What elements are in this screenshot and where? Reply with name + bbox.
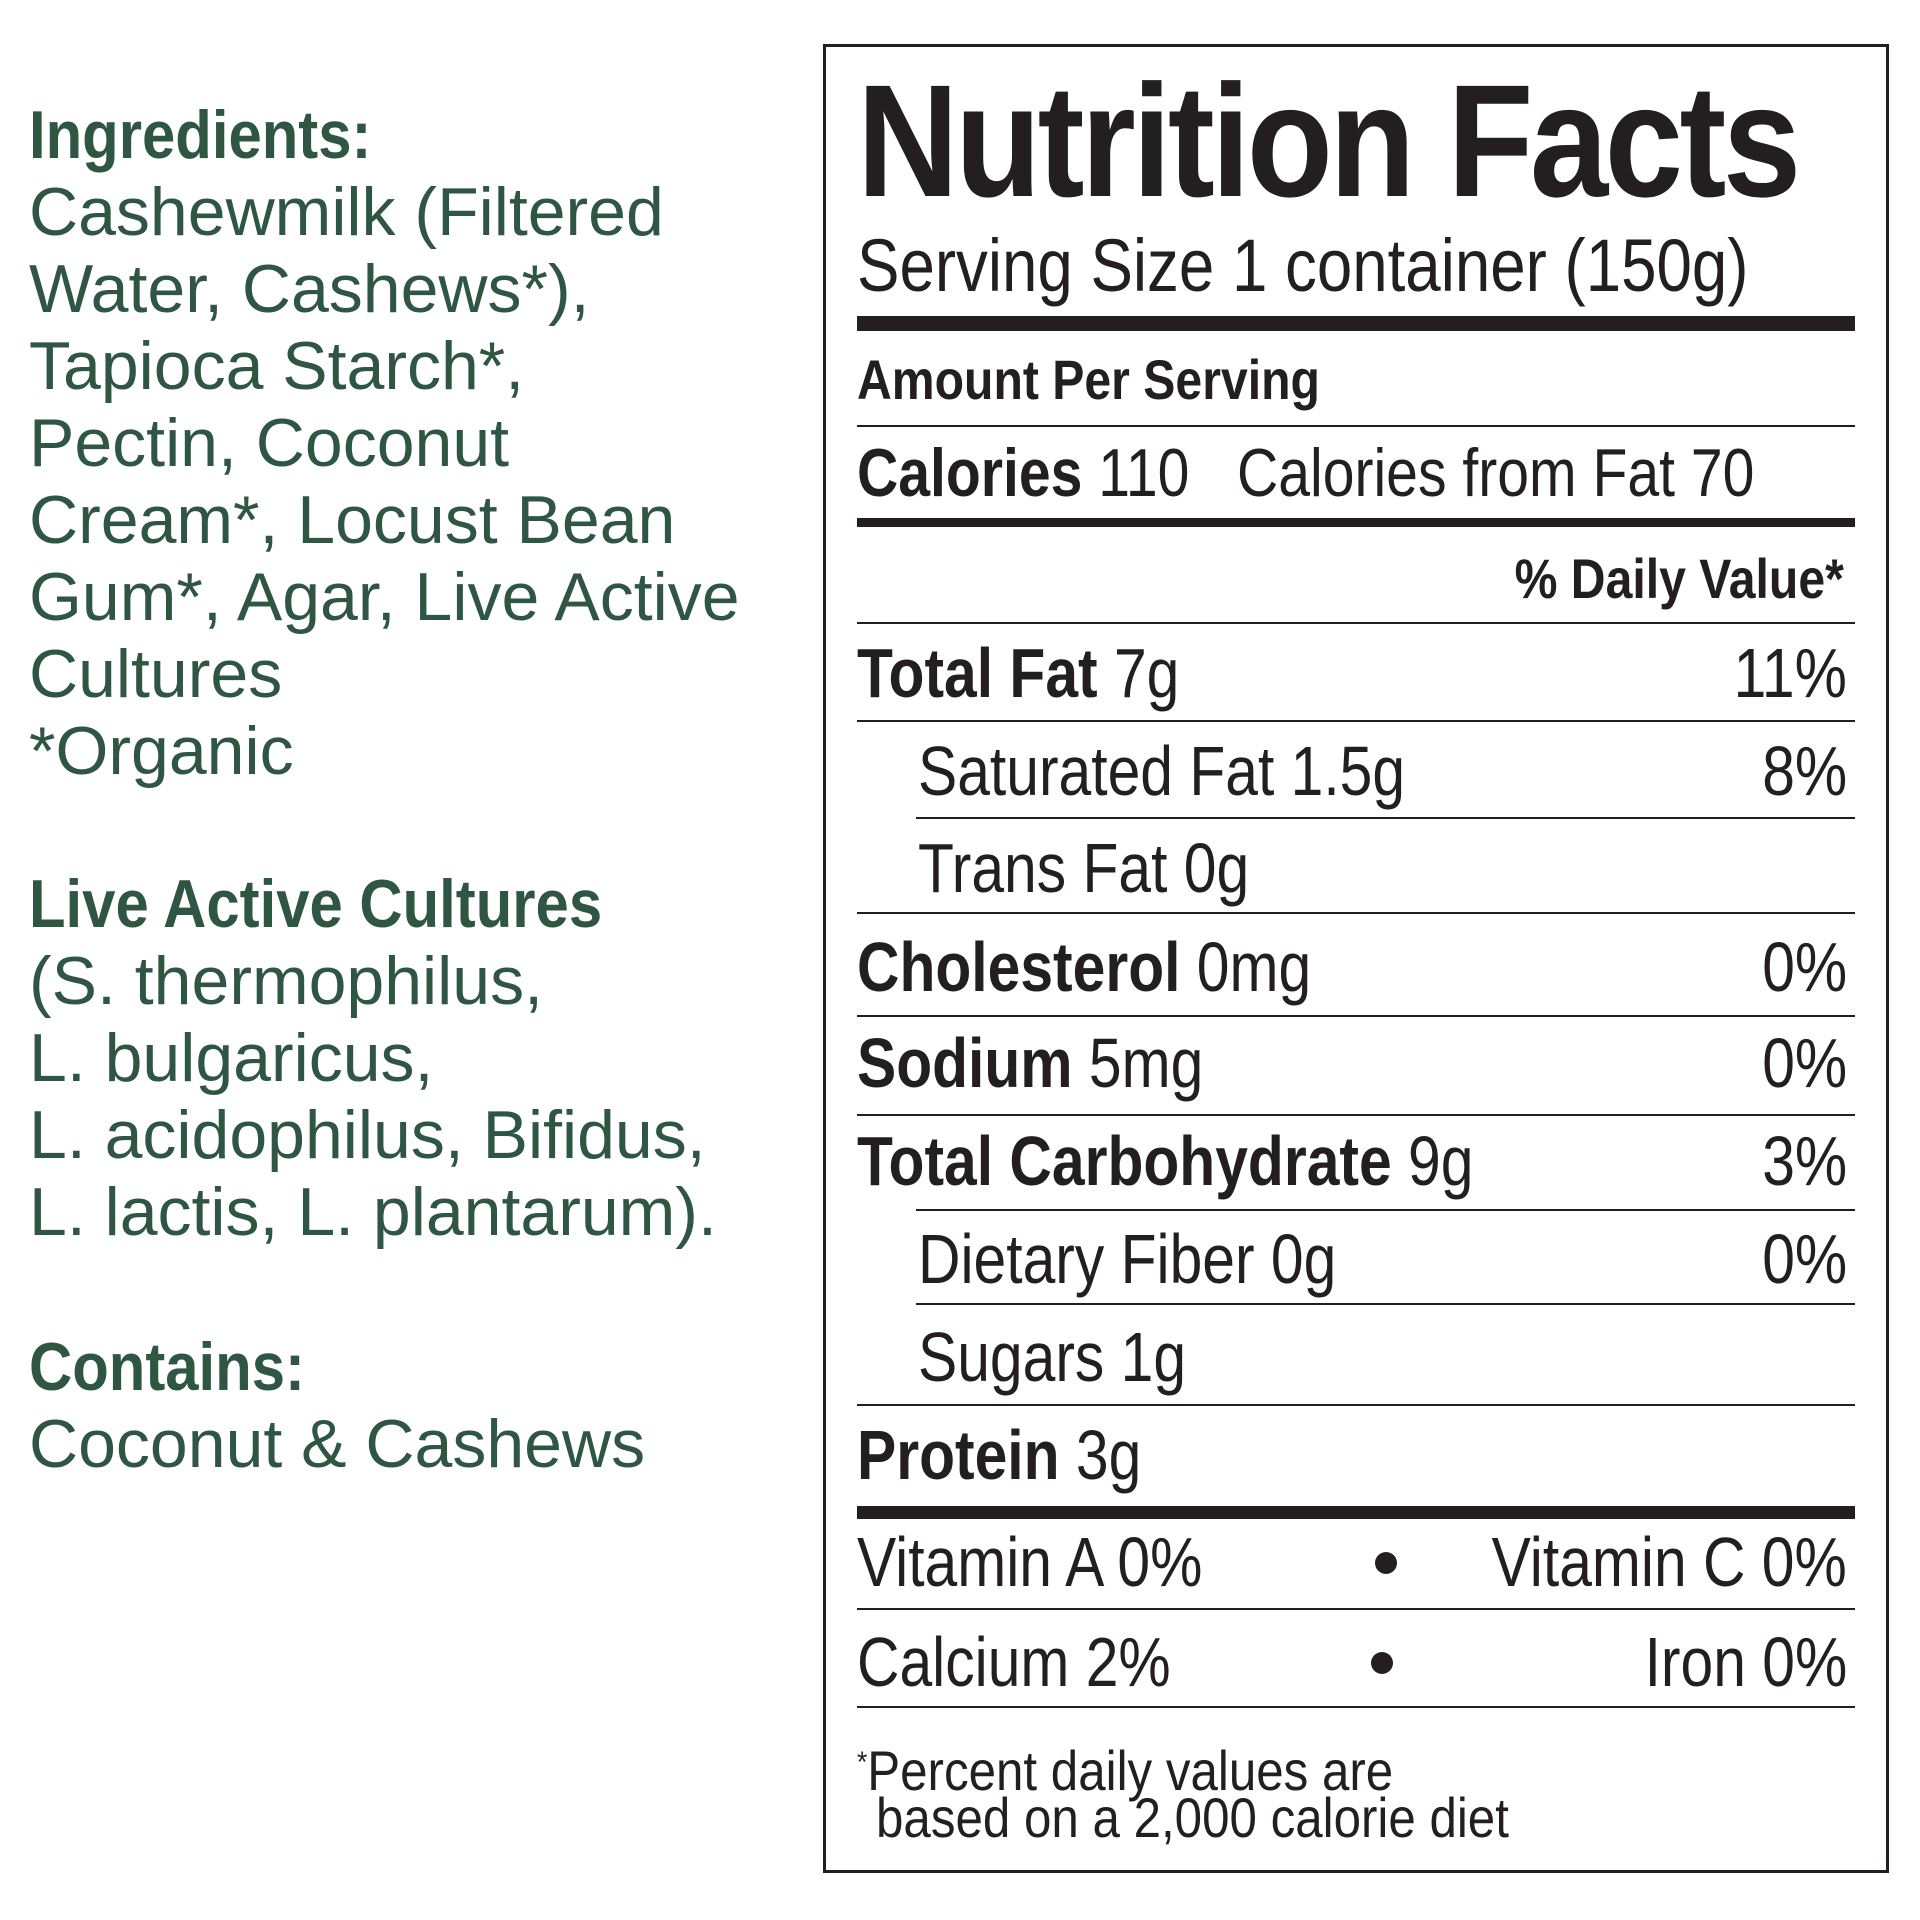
nutrient-row-total-fat: Total Fat 7g 11% (857, 634, 1847, 712)
nutrient-dv: 8% (1762, 732, 1847, 810)
calories-row: Calories 110 Calories from Fat 70 (857, 435, 1754, 511)
footnote-text: Percent daily values are (867, 1739, 1394, 1802)
divider (916, 1303, 1855, 1305)
cultures-line: L. lactis, L. plantarum). (29, 1174, 717, 1250)
ingredients-section: Ingredients: Cashewmilk (Filtered Water,… (29, 97, 740, 790)
nutrient-row-sugars: Sugars 1g (918, 1318, 1847, 1396)
nutrient-row-trans-fat: Trans Fat 0g (918, 829, 1847, 907)
ingredients-line: Cashewmilk (Filtered (29, 174, 664, 250)
nutrient-row-dietary-fiber: Dietary Fiber 0g 0% (918, 1220, 1847, 1298)
nutrient-amount: 7g (1113, 634, 1180, 712)
ingredients-line: Tapioca Starch*, (29, 328, 525, 404)
nutrient-label: Saturated Fat (918, 732, 1275, 810)
nutrient-row-cholesterol: Cholesterol 0mg 0% (857, 928, 1847, 1006)
vitamin-c: Vitamin C 0% (1491, 1523, 1847, 1601)
divider (857, 425, 1855, 427)
nutrient-label: Sugars (918, 1318, 1105, 1396)
nutrient-label: Total Fat (857, 634, 1098, 712)
cultures-line: L. bulgaricus, (29, 1020, 434, 1096)
footnote-asterisk: * (857, 1746, 868, 1779)
medium-divider (857, 518, 1855, 527)
thick-divider (857, 316, 1855, 331)
nutrient-amount: 1g (1120, 1318, 1187, 1396)
footnote-text: based on a 2,000 calorie diet (876, 1786, 1509, 1849)
nutrition-facts-panel: Nutrition Facts Serving Size 1 container… (823, 44, 1889, 1873)
vitamin-a: Vitamin A 0% (857, 1523, 1203, 1601)
nutrient-amount: 3g (1075, 1416, 1142, 1494)
iron: Iron 0% (1644, 1623, 1847, 1701)
nutrient-dv: 11% (1733, 634, 1847, 712)
calories-from-fat: Calories from Fat 70 (1236, 435, 1755, 511)
nutrient-label: Total Carbohydrate (857, 1122, 1392, 1200)
nutrient-row-sodium: Sodium 5mg 0% (857, 1024, 1847, 1102)
nutrient-row-saturated-fat: Saturated Fat 1.5g 8% (918, 732, 1847, 810)
divider (916, 817, 1855, 819)
cultures-section: Live Active Cultures (S. thermophilus, L… (29, 866, 717, 1251)
daily-value-header: % Daily Value* (1514, 547, 1844, 610)
footnote-line: based on a 2,000 calorie diet (876, 1790, 1509, 1846)
nutrient-label: Trans Fat (918, 829, 1168, 907)
ingredients-line: Gum*, Agar, Live Active (29, 559, 740, 635)
nutrient-amount: 1.5g (1290, 732, 1406, 810)
divider (857, 1015, 1855, 1017)
divider (916, 1209, 1855, 1211)
divider (857, 720, 1855, 722)
ingredients-line: Cultures (29, 636, 283, 712)
nutrition-title: Nutrition Facts (857, 51, 1801, 230)
nutrient-amount: 0g (1270, 1220, 1337, 1298)
footnote-line: *Percent daily values are (857, 1735, 1393, 1799)
nutrient-amount: 5mg (1088, 1024, 1204, 1102)
cultures-line: (S. thermophilus, (29, 943, 543, 1019)
cultures-heading: Live Active Cultures (29, 866, 603, 942)
calories-value: 110 (1098, 435, 1190, 511)
contains-section: Contains: Coconut & Cashews (29, 1329, 645, 1483)
vitamin-row: Vitamin A 0% Vitamin C 0% (857, 1524, 1847, 1600)
divider (857, 1114, 1855, 1116)
divider (857, 1706, 1855, 1708)
ingredients-heading: Ingredients: (29, 97, 372, 173)
nutrient-label: Dietary Fiber (918, 1220, 1255, 1298)
nutrient-row-total-carbohydrate: Total Carbohydrate 9g 3% (857, 1122, 1847, 1200)
bullet-icon (1371, 1652, 1393, 1674)
nutrient-label: Cholesterol (857, 928, 1181, 1006)
allergens-line: Coconut & Cashews (29, 1406, 646, 1482)
nutrient-dv: 0% (1762, 928, 1847, 1006)
bullet-icon (1375, 1552, 1397, 1574)
nutrient-amount: 0g (1183, 829, 1250, 907)
organic-note: *Organic (29, 713, 294, 789)
mineral-row: Calcium 2% Iron 0% (857, 1624, 1847, 1700)
divider (857, 912, 1855, 914)
nutrient-amount: 9g (1408, 1122, 1474, 1200)
nutrient-amount: 0mg (1196, 928, 1312, 1006)
calories-label: Calories (857, 435, 1083, 511)
ingredients-line: Cream*, Locust Bean (29, 482, 676, 558)
divider (857, 1608, 1855, 1610)
divider (857, 622, 1855, 624)
calcium: Calcium 2% (857, 1623, 1171, 1701)
serving-size: Serving Size 1 container (150g) (857, 224, 1749, 307)
cultures-line: L. acidophilus, Bifidus, (29, 1097, 706, 1173)
ingredients-line: Water, Cashews*), (29, 251, 590, 327)
thick-divider (857, 1506, 1855, 1519)
contains-heading: Contains: (29, 1329, 305, 1405)
nutrient-dv: 0% (1762, 1024, 1847, 1102)
nutrient-dv: 0% (1762, 1220, 1847, 1298)
nutrient-row-protein: Protein 3g (857, 1416, 1847, 1494)
nutrient-dv: 3% (1762, 1122, 1847, 1200)
amount-per-serving: Amount Per Serving (857, 348, 1320, 411)
nutrient-label: Protein (857, 1416, 1060, 1494)
divider (857, 1404, 1855, 1406)
nutrient-label: Sodium (857, 1024, 1073, 1102)
ingredients-line: Pectin, Coconut (29, 405, 510, 481)
